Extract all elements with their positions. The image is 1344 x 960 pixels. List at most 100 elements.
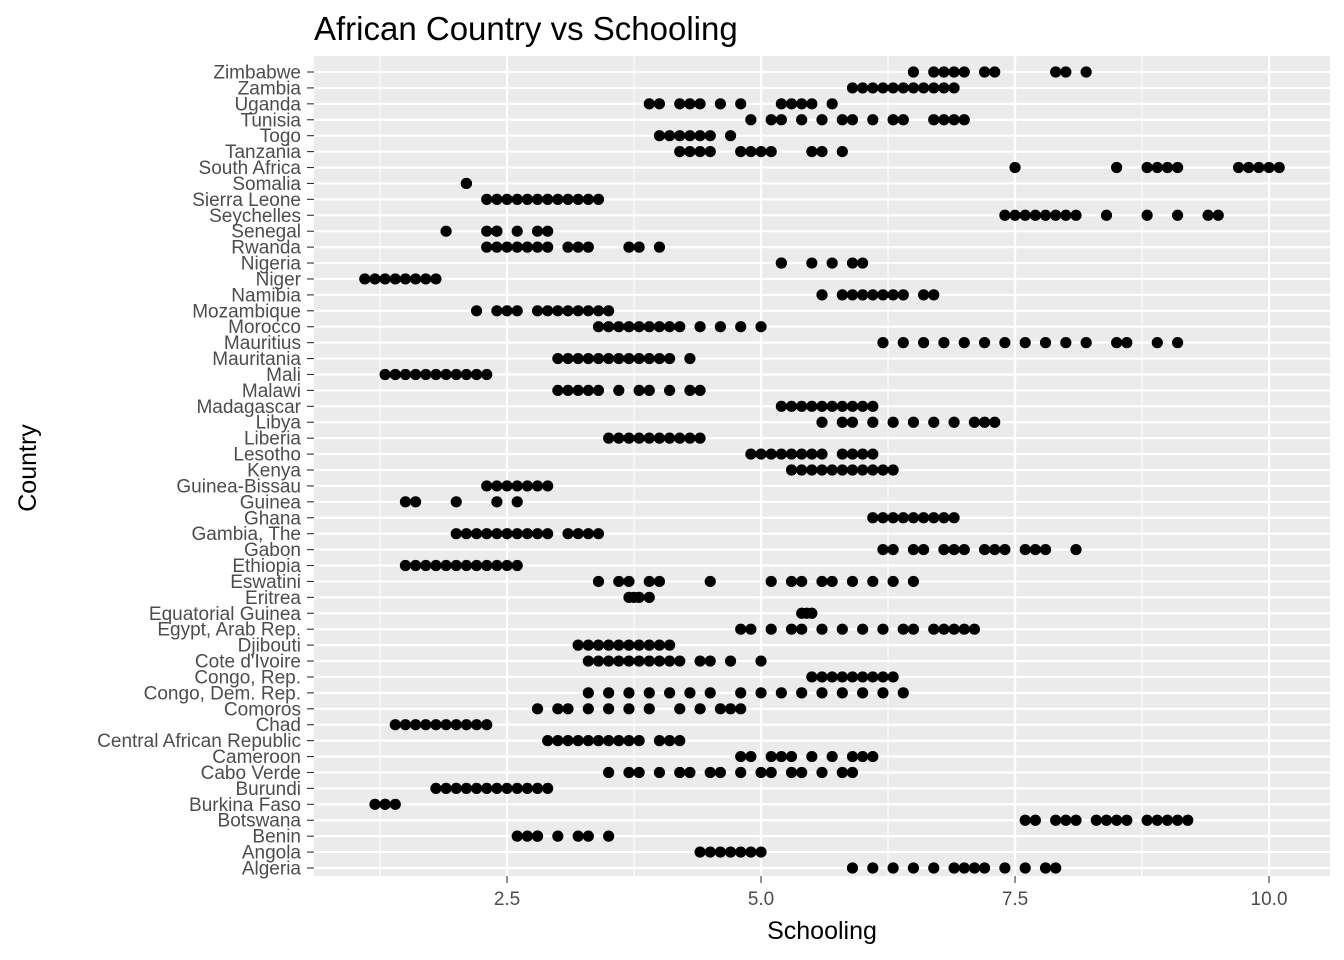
data-point <box>724 703 737 715</box>
y-tick-label: Cabo Verde <box>201 763 301 784</box>
data-point <box>572 352 584 365</box>
data-point <box>796 448 808 460</box>
data-point <box>948 114 960 126</box>
data-point <box>907 66 920 78</box>
data-point <box>755 321 767 333</box>
data-point <box>470 368 483 381</box>
data-point <box>643 687 655 699</box>
data-point <box>785 623 798 635</box>
data-point <box>664 130 676 142</box>
data-point <box>816 623 828 635</box>
data-point <box>694 703 706 715</box>
data-point <box>623 735 635 747</box>
data-point <box>653 735 666 747</box>
data-point <box>816 289 828 301</box>
data-point <box>613 735 625 747</box>
data-point <box>826 98 838 110</box>
data-point <box>1070 814 1082 826</box>
data-point <box>1050 862 1062 874</box>
data-point <box>1019 209 1031 221</box>
data-point <box>816 146 828 158</box>
data-point <box>989 66 1001 78</box>
data-point <box>846 416 859 428</box>
y-tick-label: Kenya <box>247 461 301 482</box>
data-point <box>582 735 594 747</box>
data-point <box>450 782 462 795</box>
data-point <box>552 735 564 747</box>
data-point <box>887 82 899 94</box>
x-tick-label: 2.5 <box>494 889 520 910</box>
data-point <box>907 82 920 94</box>
data-point <box>1100 814 1113 826</box>
data-point <box>867 448 879 460</box>
y-tick-label: Uganda <box>234 94 301 115</box>
data-point <box>968 862 981 874</box>
data-point <box>816 575 828 588</box>
data-point <box>867 750 879 763</box>
data-point <box>481 241 493 253</box>
data-point <box>755 448 767 460</box>
data-point <box>572 528 584 540</box>
data-point <box>410 368 422 381</box>
y-tick-label: Burkina Faso <box>189 795 301 816</box>
data-point <box>887 114 899 126</box>
data-point <box>694 98 706 110</box>
data-point <box>542 782 554 795</box>
data-point <box>399 559 412 572</box>
data-point <box>450 719 462 731</box>
data-point <box>623 321 635 333</box>
data-point <box>633 241 645 253</box>
data-point <box>1080 66 1092 78</box>
y-tick-label: Guinea <box>240 492 302 513</box>
data-point <box>836 289 848 301</box>
y-tick-label: Gabon <box>244 540 301 561</box>
data-point <box>846 448 859 460</box>
data-point <box>592 575 605 588</box>
data-point <box>877 623 889 635</box>
data-point <box>572 384 584 396</box>
data-point <box>999 209 1011 221</box>
data-point <box>958 544 970 556</box>
data-point <box>867 114 879 126</box>
data-point <box>542 193 554 205</box>
data-point <box>633 591 645 603</box>
data-point <box>938 66 950 78</box>
data-point <box>440 782 452 795</box>
data-point <box>1050 66 1062 78</box>
data-point <box>826 257 838 269</box>
data-point <box>470 719 483 731</box>
data-point <box>846 575 859 588</box>
data-point <box>755 687 767 699</box>
data-point <box>806 607 818 619</box>
data-point <box>389 273 401 285</box>
data-point <box>633 384 645 396</box>
data-point <box>785 448 798 460</box>
data-point <box>481 782 493 795</box>
data-point <box>1090 814 1102 826</box>
data-point <box>572 639 584 651</box>
data-point <box>928 289 940 301</box>
data-point <box>552 305 564 317</box>
data-point <box>867 400 879 412</box>
y-tick-label: Libya <box>256 413 302 434</box>
data-point <box>1121 337 1133 349</box>
y-tick-label: Niger <box>256 269 302 290</box>
data-point <box>1050 209 1062 221</box>
data-point <box>1039 862 1052 874</box>
data-point <box>958 623 970 635</box>
data-point <box>704 766 716 779</box>
data-point <box>582 655 594 667</box>
data-point <box>928 66 940 78</box>
data-point <box>562 703 574 715</box>
y-tick-label: Ethiopia <box>232 556 301 577</box>
data-point <box>745 114 757 126</box>
data-point <box>816 416 828 428</box>
data-point <box>694 432 706 444</box>
data-point <box>765 146 777 158</box>
data-point <box>440 368 452 381</box>
data-point <box>603 305 615 317</box>
data-point <box>582 241 594 253</box>
data-point <box>633 639 645 651</box>
data-point <box>521 528 533 540</box>
data-point <box>511 528 523 540</box>
